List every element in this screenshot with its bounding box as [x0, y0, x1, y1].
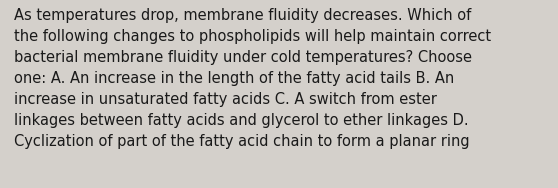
Text: As temperatures drop, membrane fluidity decreases. Which of
the following change: As temperatures drop, membrane fluidity … [14, 8, 491, 149]
